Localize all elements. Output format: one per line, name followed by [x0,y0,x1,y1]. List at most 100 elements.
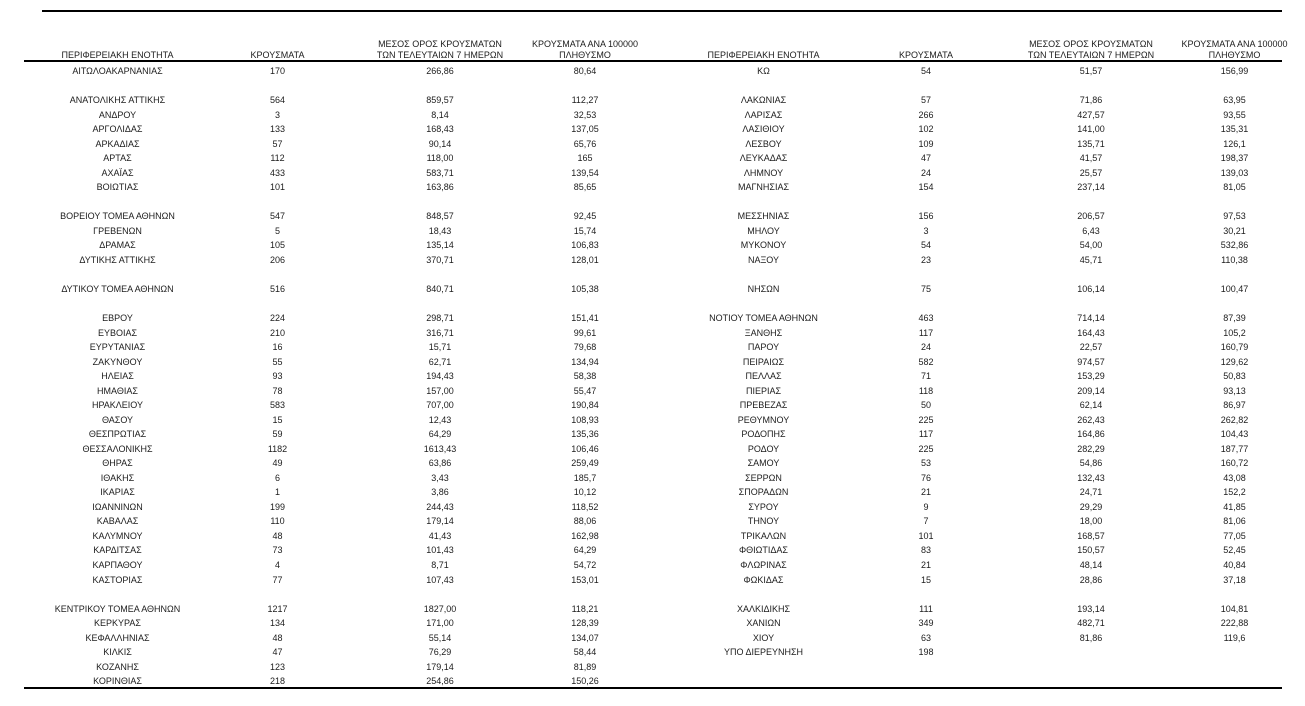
table-row: ΛΕΣΒΟΥ 109 135,71 126,1 [686,137,1298,152]
avg-7day-cell: 48,14 [1079,560,1103,570]
column-header-region-cell: ΠΕΡΙΦΕΡΕΙΑΚΗ ΕΝΟΤΗΤΑ [61,50,174,60]
cases-cell: 53 [920,458,931,469]
region-cell: ΚΑΡΔΙΤΣΑΣ [93,545,142,556]
per-100k-cell: 190,84 [571,400,599,411]
blank-row [686,660,1298,675]
table-row: ΙΘΑΚΗΣ 6 3,43 185,7 [40,471,650,486]
blank-row [40,195,650,210]
avg-7day-cell: 163,86 [426,182,454,193]
cases-cell: 224 [269,312,286,323]
cases-cell: 266 [918,109,934,120]
table-row: ΑΡΚΑΔΙΑΣ 57 90,14 65,76 [40,137,650,152]
cases-cell: 16 [272,342,283,353]
header-row: ΠΕΡΙΦΕΡΕΙΑΚΗ ΕΝΟΤΗΤΑ ΚΡΟΥΣΜΑΤΑ ΜΕΣΟΣ ΟΡΟΣ … [686,25,1298,64]
per-100k-cell [1171,79,1298,94]
table-row: ΤΡΙΚΑΛΩΝ 101 168,57 77,05 [686,529,1298,544]
region-cell: ΦΛΩΡΙΝΑΣ [740,560,787,570]
table-row: ΠΙΕΡΙΑΣ 118 209,14 93,13 [686,384,1298,399]
cases-cell: 133 [269,124,286,135]
cases-cell [195,79,360,94]
table-row: ΔΡΑΜΑΣ 105 135,14 106,83 [40,238,650,253]
cases-cell [195,587,360,602]
cases-cell: 7 [923,516,929,527]
region-cell: ΠΕΛΛΑΣ [745,371,782,382]
per-100k-cell: 88,06 [573,516,597,527]
cases-cell: 5 [274,225,280,236]
per-100k-cell: 81,89 [573,661,597,672]
avg-7day-cell: 71,86 [1079,95,1103,106]
region-cell: ΛΑΣΙΘΙΟΥ [742,124,785,135]
avg-7day-cell: 3,43 [431,472,449,483]
table-row: ΘΕΣΠΡΩΤΙΑΣ 59 64,29 135,36 [40,427,650,442]
table-row: ΚΑΡΔΙΤΣΑΣ 73 101,43 64,29 [40,543,650,558]
region-cell [40,296,195,311]
table-row: ΠΡΕΒΕΖΑΣ 50 62,14 86,97 [686,398,1298,413]
avg-7day-cell: 153,29 [1077,371,1105,382]
blank-row [40,79,650,94]
avg-7day-cell [1011,296,1171,311]
avg-7day-cell: 55,14 [428,632,452,643]
table-row: ΑΙΤΩΛΟΑΚΑΡΝΑΝΙΑΣ 170 266,86 80,64 [40,64,650,79]
avg-7day-cell [1011,79,1171,94]
region-cell: ΜΗΛΟΥ [747,225,780,236]
region-cell: ΦΩΚΙΔΑΣ [743,574,784,585]
cases-cell: 349 [918,618,934,629]
table-row: ΣΑΜΟΥ 53 54,86 160,72 [686,456,1298,471]
table-row: ΜΥΚΟΝΟΥ 54 54,00 532,86 [686,238,1298,253]
table-row: ΠΕΛΛΑΣ 71 153,29 50,83 [686,369,1298,384]
per-100k-cell: 135,31 [1220,124,1249,135]
avg-7day-cell: 179,14 [426,661,454,672]
cases-cell: 463 [918,312,934,323]
table-row: ΚΕΡΚΥΡΑΣ 134 171,00 128,39 [40,616,650,631]
avg-7day-cell: 237,14 [1077,182,1105,193]
avg-7day-cell: 1827,00 [423,603,457,614]
per-100k-cell: 52,45 [1223,545,1246,556]
per-100k-cell: 259,49 [571,458,599,469]
avg-7day-cell: 118,00 [426,153,454,164]
avg-7day-cell: 244,43 [426,501,454,512]
per-100k-cell: 139,03 [1220,167,1249,178]
table-row: ΛΑΡΙΣΑΣ 266 427,57 93,55 [686,108,1298,123]
cases-cell: 154 [918,182,934,193]
region-cell: ΚΟΡΙΝΘΙΑΣ [93,676,142,687]
region-cell: ΗΡΑΚΛΕΙΟΥ [91,400,144,411]
region-cell: ΛΑΚΩΝΙΑΣ [740,95,787,106]
per-100k-cell: 63,95 [1223,95,1246,106]
region-cell [40,195,195,210]
per-100k-cell: 32,53 [573,109,597,120]
top-rule [42,10,1282,12]
cases-cell: 1182 [267,443,288,454]
region-cell: ΞΑΝΘΗΣ [744,327,783,338]
avg-7day-cell [1011,645,1171,660]
region-cell: ΕΥΡΥΤΑΝΙΑΣ [89,342,146,353]
per-100k-cell: 64,29 [573,545,597,556]
blank-row [686,674,1298,689]
avg-7day-cell [1011,660,1171,675]
per-100k-cell: 87,39 [1223,312,1246,323]
cases-cell: 47 [272,647,283,658]
avg-7day-cell: 164,43 [1077,327,1105,338]
cases-cell: 117 [918,429,934,440]
per-100k-cell: 43,08 [1223,472,1246,483]
table-row: ΦΘΙΩΤΙΔΑΣ 83 150,57 52,45 [686,543,1298,558]
region-cell: ΙΘΑΚΗΣ [100,472,135,483]
region-cell: ΗΛΕΙΑΣ [101,371,134,382]
table-row: ΛΕΥΚΑΔΑΣ 47 41,57 198,37 [686,151,1298,166]
regional-cases-table-right: ΠΕΡΙΦΕΡΕΙΑΚΗ ΕΝΟΤΗΤΑ ΚΡΟΥΣΜΑΤΑ ΜΕΣΟΣ ΟΡΟΣ … [686,25,1298,689]
table-row: ΒΟΡΕΙΟΥ ΤΟΜΕΑ ΑΘΗΝΩΝ 547 848,57 92,45 [40,209,650,224]
cases-cell: 1217 [267,603,288,614]
table-row: ΑΝΑΤΟΛΙΚΗΣ ΑΤΤΙΚΗΣ 564 859,57 112,27 [40,93,650,108]
avg-7day-cell: 3,86 [431,487,449,498]
per-100k-cell: 50,83 [1223,371,1246,382]
avg-7day-cell: 28,86 [1079,574,1103,585]
region-cell [686,195,841,210]
per-100k-cell: 97,53 [1223,211,1246,222]
per-100k-cell: 40,84 [1223,560,1246,570]
per-100k-cell: 118,21 [571,603,599,614]
per-100k-cell: 81,05 [1223,182,1246,193]
avg-7day-cell: 51,57 [1079,66,1103,76]
region-cell [40,79,195,94]
per-100k-cell: 162,98 [571,530,599,541]
per-100k-cell: 118,52 [571,501,599,512]
avg-7day-cell: 179,14 [426,516,454,527]
